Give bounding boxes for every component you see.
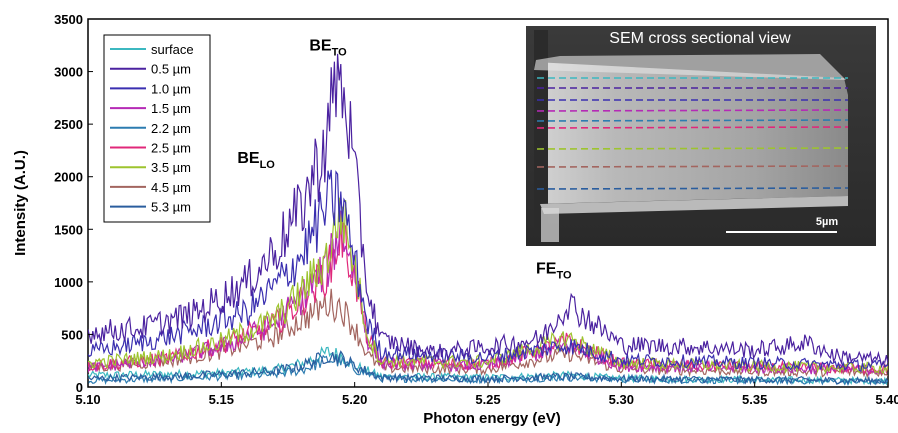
depth-marker-line	[536, 126, 849, 129]
x-tick-label: 5.15	[209, 392, 234, 407]
legend: surface 0.5 µm 1.0 µm 1.5 µm 2.2 µm 2.5 µm 3.5…	[103, 34, 211, 223]
x-tick-label: 5.35	[742, 392, 767, 407]
y-axis-ticks: 0 500 1000 1500 2000 2500 3000 3500	[54, 12, 93, 395]
inset-title: SEM cross sectional view	[609, 30, 791, 47]
series-line	[88, 53, 888, 369]
series-line	[88, 288, 888, 379]
scale-bar-label: 5µm	[816, 216, 838, 228]
legend-label: 1.5 µm	[151, 101, 191, 116]
sem-top-edge	[534, 54, 846, 80]
y-tick-label: 3000	[54, 65, 83, 80]
sem-cross-section	[534, 62, 848, 204]
legend-label: surface	[151, 42, 194, 57]
peak-annotation: BELO	[237, 150, 275, 171]
legend-label: 3.5 µm	[151, 160, 191, 175]
y-tick-label: 3500	[54, 12, 83, 27]
legend-label: 4.5 µm	[151, 180, 191, 195]
legend-label: 2.2 µm	[151, 121, 191, 136]
depth-marker-lines	[536, 77, 849, 190]
x-tick-label: 5.30	[609, 392, 634, 407]
depth-marker-line	[536, 109, 849, 112]
x-axis-ticks: 5.10 5.15 5.20 5.25 5.30 5.35 5.40	[75, 382, 898, 407]
depth-marker-line	[536, 187, 849, 190]
x-tick-label: 5.10	[75, 392, 100, 407]
y-tick-label: 0	[76, 380, 83, 395]
y-tick-label: 500	[61, 327, 83, 342]
y-tick-label: 2000	[54, 170, 83, 185]
peak-annotation: FETO	[536, 260, 572, 281]
y-axis-title: Intensity (A.U.)	[12, 150, 29, 256]
depth-marker-line	[536, 147, 849, 150]
peak-annotation: BETO	[309, 38, 347, 59]
peak-annotations: BETO BELO FETO	[237, 38, 572, 282]
y-tick-label: 1500	[54, 222, 83, 237]
x-axis-title: Photon energy (eV)	[423, 410, 561, 427]
sem-bottom-edge	[540, 196, 848, 214]
x-tick-label: 5.25	[475, 392, 500, 407]
y-tick-label: 1000	[54, 275, 83, 290]
depth-marker-line	[536, 119, 849, 122]
series-line	[88, 350, 888, 386]
sem-inset: SEM cross sectional view 5µm	[526, 26, 876, 246]
x-tick-label: 5.20	[342, 392, 367, 407]
depth-marker-line	[536, 165, 849, 168]
sem-foot	[541, 208, 559, 242]
x-tick-label: 5.40	[875, 392, 898, 407]
legend-label: 1.0 µm	[151, 81, 191, 96]
legend-label: 5.3 µm	[151, 200, 191, 215]
series-layer	[88, 53, 888, 386]
legend-label: 0.5 µm	[151, 62, 191, 77]
sem-edge	[534, 30, 548, 230]
y-tick-label: 2500	[54, 117, 83, 132]
legend-label: 2.5 µm	[151, 141, 191, 156]
